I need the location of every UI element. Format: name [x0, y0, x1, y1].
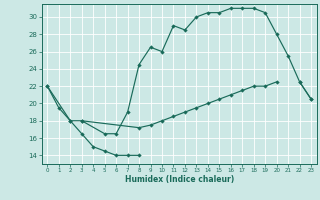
- X-axis label: Humidex (Indice chaleur): Humidex (Indice chaleur): [124, 175, 234, 184]
